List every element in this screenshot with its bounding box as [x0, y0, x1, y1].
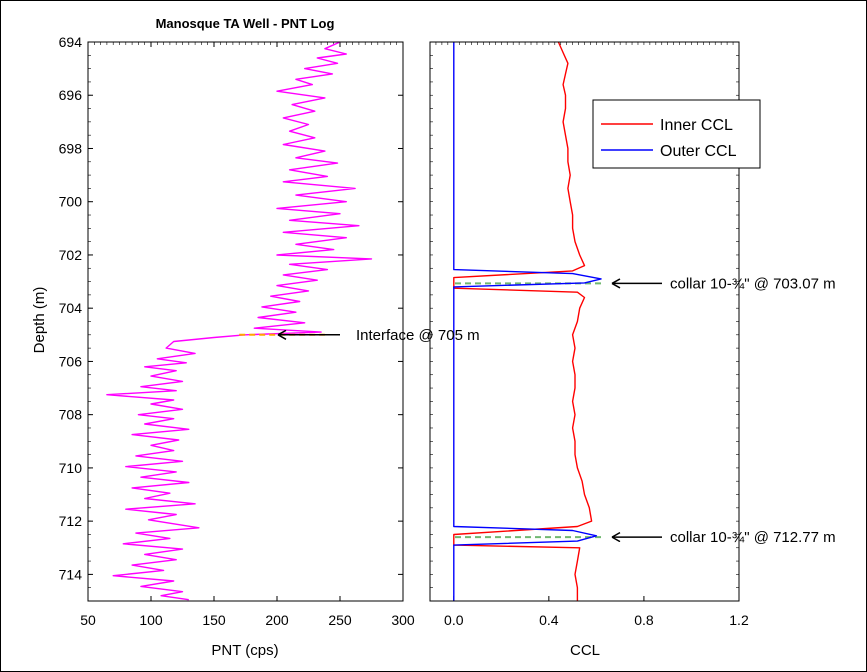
y-tick-label: 696	[59, 87, 83, 103]
legend: Inner CCL Outer CCL	[592, 99, 761, 169]
pnt-line	[106, 41, 373, 601]
x-tick-label-pnt: 200	[265, 612, 289, 628]
x-axis-title-ccl: CCL	[570, 642, 600, 659]
legend-box	[592, 99, 761, 169]
outer-ccl-line	[453, 42, 602, 601]
right-tick-labels: 0.0 0.4 0.8 1.2	[444, 612, 749, 628]
y-tick-label: 708	[59, 407, 83, 423]
y-tick-label: 698	[59, 140, 83, 156]
y-tick-label: 704	[59, 300, 83, 316]
x-tick-label-ccl: 0.0	[444, 612, 464, 628]
collar-reference-lines	[455, 282, 602, 539]
inner-ccl-line	[453, 41, 593, 601]
y-tick-label: 712	[59, 513, 83, 529]
x-tick-label-ccl: 0.8	[634, 612, 654, 628]
legend-label-inner-ccl: Inner CCL	[660, 117, 733, 134]
y-tick-label: 710	[59, 460, 83, 476]
pnt-series	[106, 41, 373, 601]
y-tick-label: 694	[59, 34, 83, 50]
left-plot-area	[87, 41, 404, 602]
x-tick-label-pnt: 300	[391, 612, 415, 628]
x-tick-label-ccl: 0.4	[539, 612, 559, 628]
right-plot-area	[429, 41, 740, 602]
ccl-series	[453, 41, 602, 601]
y-tick-label: 702	[59, 247, 83, 263]
annotation-labels: Interface @ 705 m collar 10-¾" @ 703.07 m…	[278, 275, 836, 546]
pnt-log-panel: Manosque TA Well - PNT Log 694 696 698 700 7…	[31, 16, 739, 659]
x-tick-label-pnt: 250	[328, 612, 352, 628]
collar-label: collar 10-¾" @ 703.07 m	[670, 275, 836, 292]
y-tick-label: 706	[59, 353, 83, 369]
x-tick-label-pnt: 150	[202, 612, 226, 628]
ccl-log-panel: 0.0 0.4 0.8 1.2 CCL Inner CCL Outer CCL	[429, 41, 761, 659]
x-tick-label-pnt: 50	[80, 612, 96, 628]
y-tick-label: 700	[59, 194, 83, 210]
x-tick-label-pnt: 100	[139, 612, 163, 628]
legend-label-outer-ccl: Outer CCL	[660, 143, 737, 160]
left-tick-labels: 694 696 698 700 702 704 706 708 710 712 714 50 100 15…	[59, 34, 415, 628]
x-axis-title-pnt: PNT (cps)	[211, 642, 278, 659]
interface-label: Interface @ 705 m	[356, 327, 480, 344]
chart-title: Manosque TA Well - PNT Log	[156, 16, 335, 31]
y-tick-label: 714	[59, 566, 83, 582]
x-tick-label-ccl: 1.2	[729, 612, 749, 628]
collar-label: collar 10-¾" @ 712.77 m	[670, 529, 836, 546]
y-axis-title-depth: Depth (m)	[31, 287, 48, 354]
